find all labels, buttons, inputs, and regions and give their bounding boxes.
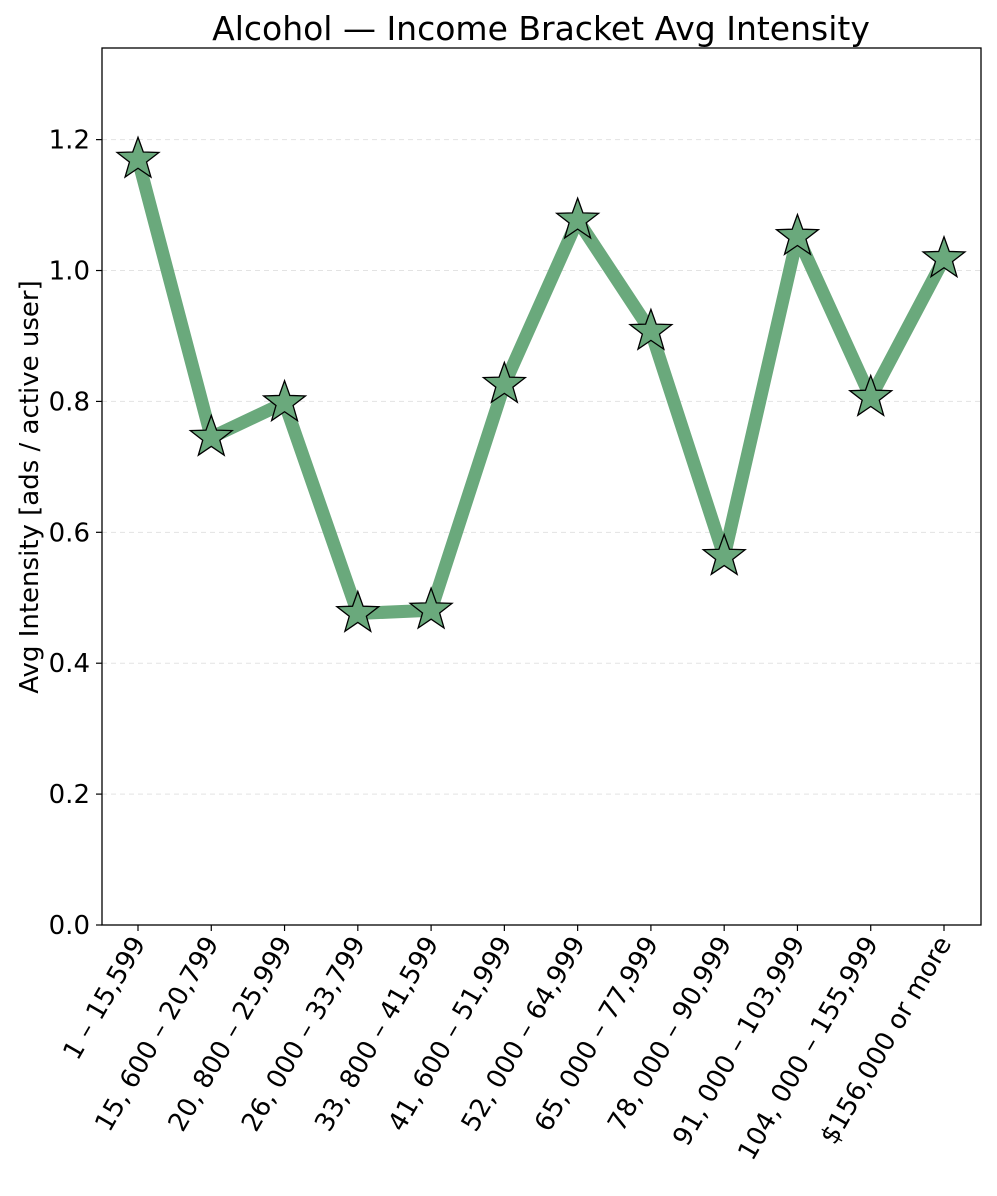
- data-point-star: [701, 532, 747, 576]
- data-point-star: [188, 413, 235, 457]
- series-line: [131, 157, 950, 620]
- data-point-star: [921, 234, 967, 279]
- y-axis-label: Avg Intensity [ads / active user]: [15, 280, 45, 693]
- y-tick-label: 0.8: [49, 387, 90, 417]
- data-point-star: [774, 212, 821, 256]
- data-point-star: [335, 589, 381, 633]
- y-axis: 0.0 0.2 0.4 0.6 0.8 1.0 1.2: [49, 126, 102, 941]
- y-tick-label: 1.2: [49, 126, 90, 156]
- data-point-star: [408, 586, 454, 630]
- plot-frame: [101, 47, 982, 926]
- y-tick-label: 0.4: [49, 649, 90, 679]
- data-point-star: [261, 378, 308, 423]
- y-tick-label: 0.2: [49, 780, 90, 810]
- data-point-star: [847, 373, 894, 417]
- data-point-star: [481, 360, 528, 404]
- data-point-star: [115, 135, 161, 179]
- data-point-star: [628, 307, 674, 351]
- y-tick-label: 0.0: [49, 911, 90, 941]
- series-layer: [115, 135, 967, 633]
- data-point-star: [554, 196, 601, 240]
- chart-title: Alcohol — Income Bracket Avg Intensity: [212, 9, 870, 48]
- y-tick-label: 1.0: [49, 257, 90, 287]
- y-tick-label: 0.6: [49, 518, 90, 548]
